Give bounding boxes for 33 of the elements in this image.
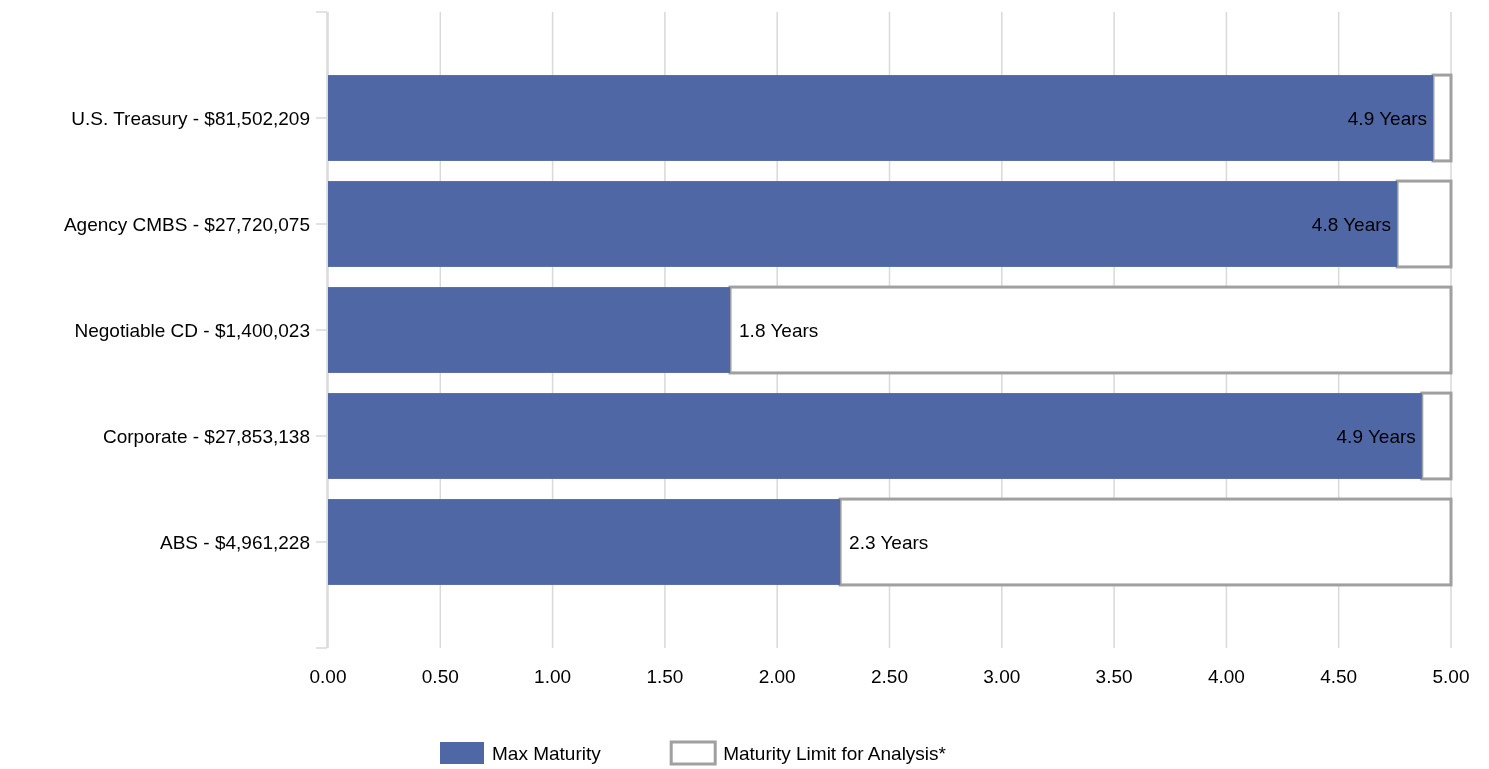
data-label: 2.3 Years: [849, 531, 929, 553]
bar: [328, 499, 841, 585]
bar: [1431, 73, 1453, 163]
legend-label: Maturity Limit for Analysis*: [723, 742, 947, 764]
x-tick-label: 4.50: [1320, 666, 1358, 687]
x-tick-label: 2.00: [758, 666, 796, 687]
y-tick-label: Corporate - $27,853,138: [102, 425, 310, 447]
bar: [328, 393, 1422, 479]
x-tick-label: 0.50: [421, 666, 459, 687]
x-tick-label: 4.00: [1207, 666, 1245, 687]
x-tick-label: 3.00: [983, 666, 1021, 687]
y-tick-label: ABS - $4,961,228: [160, 531, 310, 553]
y-tick-label: Negotiable CD - $1,400,023: [74, 319, 310, 341]
bar: [328, 287, 731, 373]
data-label: 1.8 Years: [739, 319, 819, 341]
bar: [328, 181, 1398, 267]
bar: [838, 497, 1453, 587]
x-tick-label: 1.00: [534, 666, 572, 687]
y-tick-label: U.S. Treasury - $81,502,209: [71, 107, 310, 129]
data-label: 4.9 Years: [1336, 425, 1416, 447]
legend-label: Max Maturity: [492, 742, 602, 764]
x-tick-label: 1.50: [646, 666, 684, 687]
y-tick-label: Agency CMBS - $27,720,075: [63, 213, 310, 235]
data-label: 4.9 Years: [1347, 107, 1428, 129]
x-tick-label: 0.00: [309, 666, 347, 687]
bar: [328, 75, 1434, 161]
x-tick-label: 2.50: [871, 666, 908, 687]
bar: [1420, 391, 1453, 481]
x-tick-label: 5.00: [1432, 666, 1470, 687]
x-tick-label: 3.50: [1095, 666, 1133, 687]
data-label: 4.8 Years: [1311, 213, 1392, 235]
bar: [1395, 179, 1453, 269]
bar: [728, 285, 1453, 375]
